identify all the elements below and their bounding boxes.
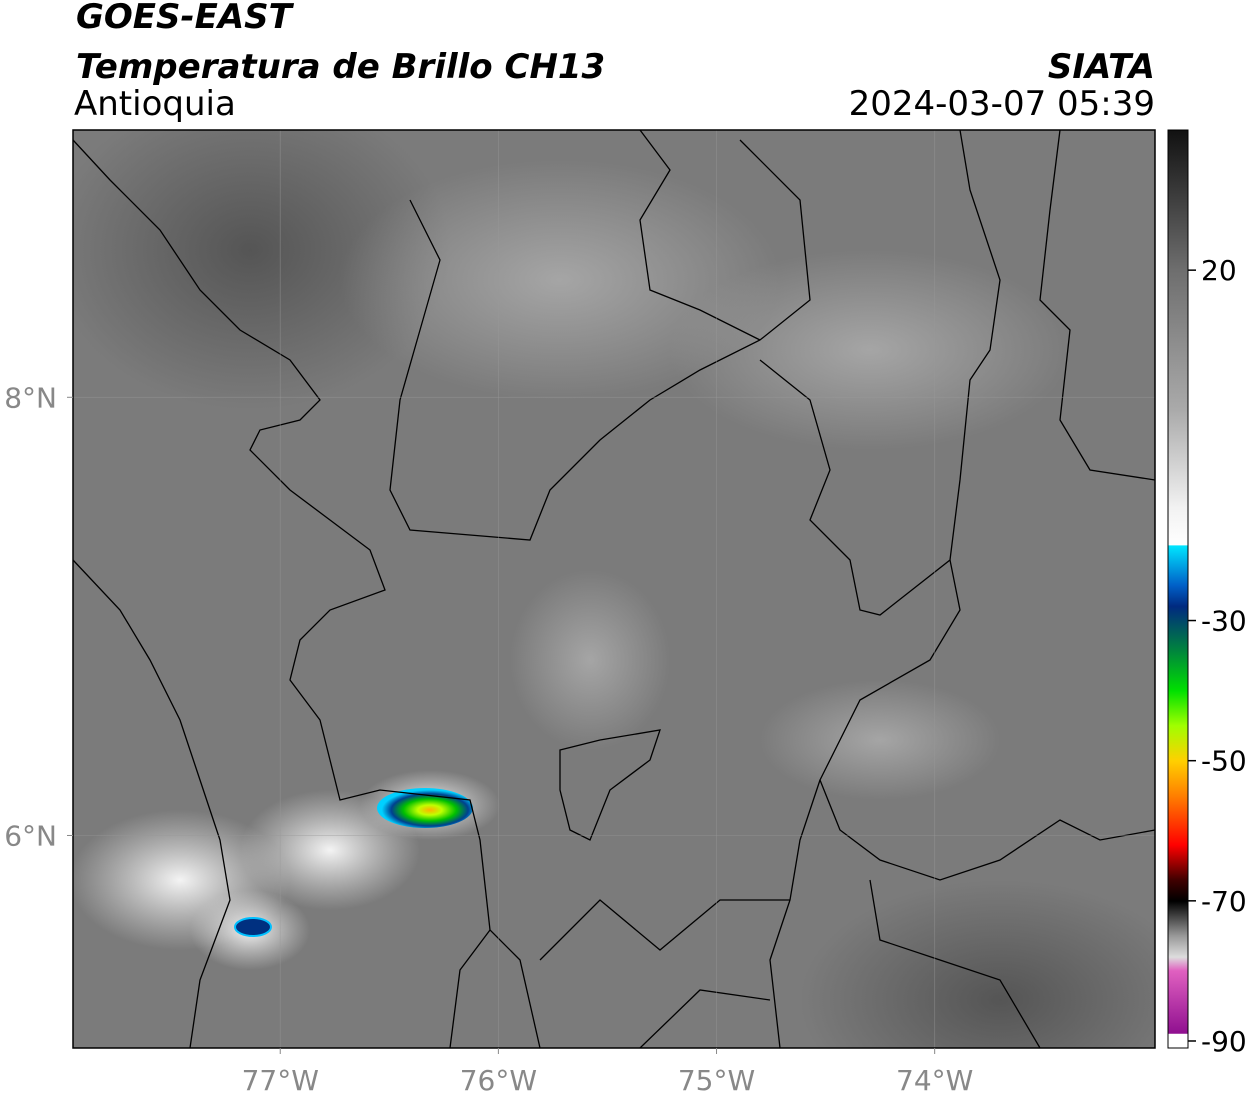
boundary — [639, 130, 761, 341]
coastline — [73, 559, 231, 1048]
colorbar — [1167, 129, 1189, 1049]
boundary — [389, 139, 811, 541]
boundary — [449, 879, 1041, 1048]
boundary — [759, 130, 1001, 616]
x-tick-label: 76°W — [460, 1064, 537, 1097]
map — [73, 130, 1155, 1048]
x-tick-label: 74°W — [896, 1064, 973, 1097]
shade — [510, 570, 670, 750]
boundary — [73, 139, 541, 1048]
storm-cell — [234, 917, 272, 937]
colorbar-tick-label: -70 — [1201, 885, 1247, 918]
colorbar-tick-label: -90 — [1201, 1025, 1247, 1058]
x-tick-label: 77°W — [242, 1064, 319, 1097]
shade — [340, 160, 780, 400]
grid — [73, 130, 1155, 1048]
shade — [800, 880, 1155, 1048]
x-tick-label: 75°W — [678, 1064, 755, 1097]
shade — [760, 680, 1000, 800]
source: SIATA — [1048, 47, 1155, 87]
colorbar-tick-label: -50 — [1201, 745, 1247, 778]
timestamp: 2024-03-07 05:39 — [849, 84, 1155, 124]
region: Antioquia — [74, 84, 236, 124]
shade — [73, 130, 450, 410]
boundary — [559, 729, 661, 841]
subtitle: Temperatura de Brillo CH13 — [76, 47, 605, 87]
boundary — [1039, 130, 1155, 481]
colorbar-tick-label: -30 — [1201, 605, 1247, 638]
y-tick-label: 8°N — [4, 381, 57, 414]
shade — [670, 250, 1070, 450]
y-tick-label: 6°N — [4, 819, 57, 852]
title: GOES-EAST — [76, 0, 295, 37]
storm-cell — [377, 788, 473, 828]
map-frame — [72, 129, 1156, 1049]
colorbar-tick-label: 20 — [1201, 254, 1237, 287]
